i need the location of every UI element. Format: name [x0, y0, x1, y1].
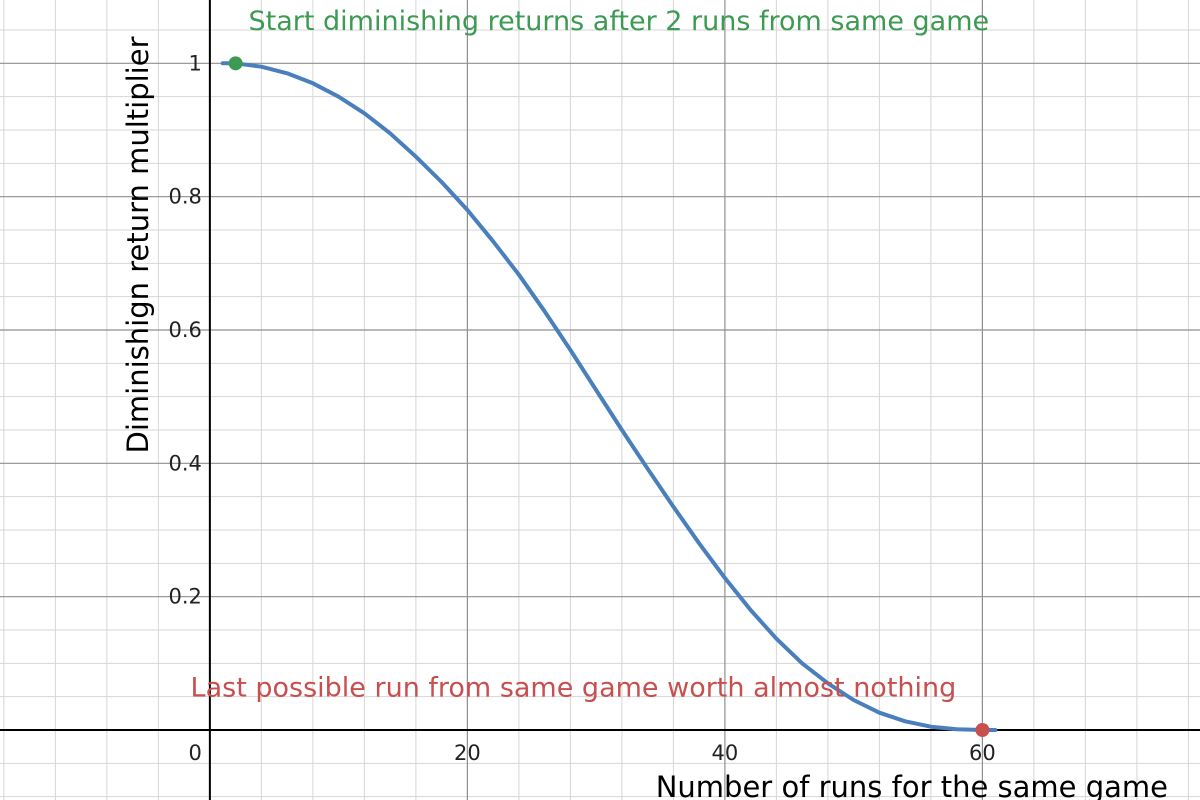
y-tick-label: 0.6: [168, 318, 201, 342]
annotation-label: Start diminishing returns after 2 runs f…: [248, 6, 989, 37]
y-axis-title: Diminishign return multiplier: [121, 36, 155, 453]
highlight-points: [228, 56, 990, 737]
y-tick-label: 0.2: [168, 585, 201, 609]
x-tick-label: 20: [454, 741, 481, 765]
highlight-point: [228, 56, 243, 71]
series-group: [220, 61, 998, 732]
highlight-point: [975, 723, 990, 737]
x-tick-labels: 0 20 40 60: [188, 741, 995, 765]
annotations: Start diminishing returns after 2 runs f…: [191, 6, 990, 704]
x-tick-label: 0: [188, 741, 201, 765]
y-tick-labels: 0.2 0.4 0.6 0.8 1: [168, 51, 201, 608]
x-tick-label: 40: [712, 741, 739, 765]
series-line: [220, 61, 998, 732]
annotation-label: Last possible run from same game worth a…: [191, 673, 957, 704]
x-tick-label: 60: [969, 741, 996, 765]
y-tick-label: 1: [188, 51, 201, 75]
y-tick-label: 0.4: [168, 451, 201, 475]
y-tick-label: 0.8: [168, 185, 201, 209]
x-axis-title: Number of runs for the same game: [656, 770, 1168, 800]
